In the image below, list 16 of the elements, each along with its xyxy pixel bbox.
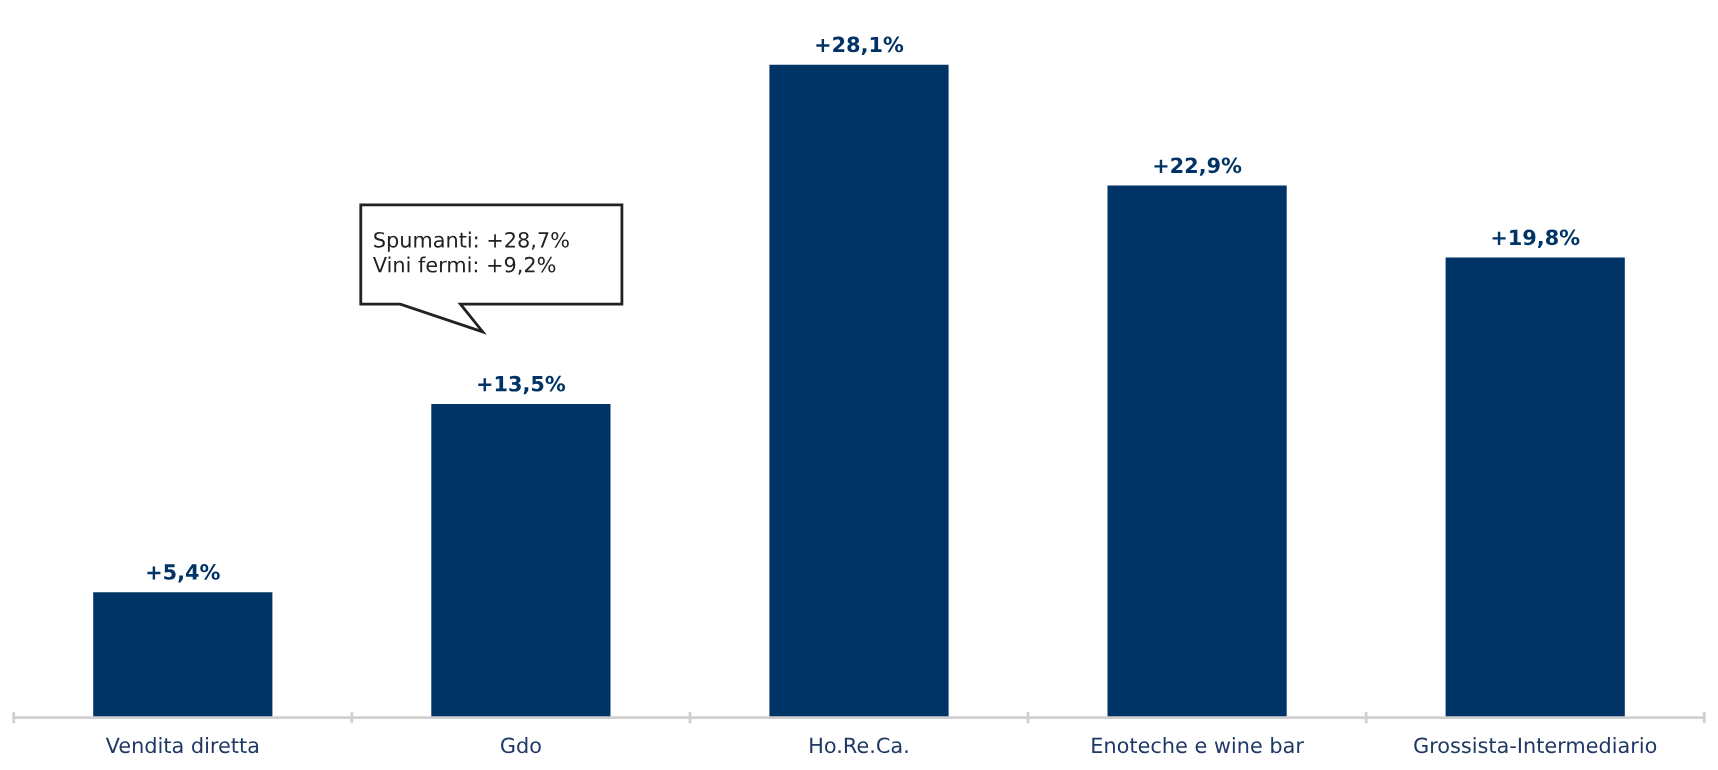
- data-label: +5,4%: [147, 564, 220, 583]
- data-label: +28,1%: [816, 36, 904, 56]
- bar: [93, 592, 273, 718]
- x-tick-label: Enoteche e wine bar: [1092, 737, 1304, 754]
- annotation: Spumanti: +28,7% Vini fermi: +9,2%: [372, 231, 569, 275]
- bar: [769, 64, 949, 718]
- bar: [431, 403, 611, 718]
- data-label: +19,8%: [1492, 229, 1580, 248]
- data-label: +13,5%: [478, 375, 566, 395]
- bar: [1107, 185, 1287, 718]
- x-tick-label: Ho.Re.Ca.: [810, 737, 908, 754]
- x-tick-label: Grossista-Intermediario: [1414, 737, 1657, 754]
- bar: [1445, 257, 1625, 718]
- x-tick-label: Gdo: [501, 737, 541, 754]
- x-tick-label: Vendita diretta: [105, 737, 259, 754]
- data-label: +22,9%: [1154, 157, 1242, 176]
